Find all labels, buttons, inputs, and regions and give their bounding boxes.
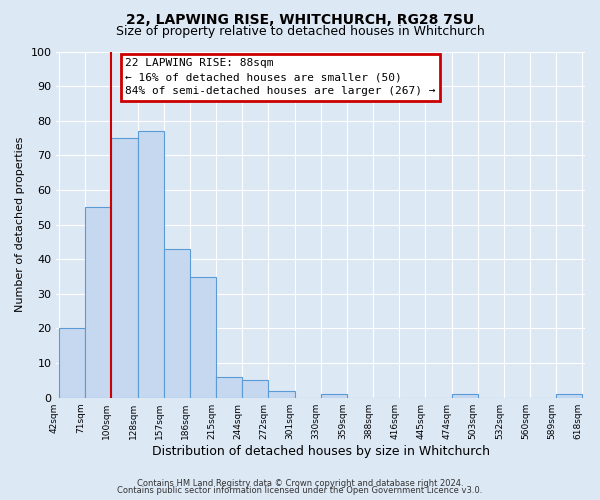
- Bar: [242, 380, 268, 398]
- Text: 22, LAPWING RISE, WHITCHURCH, RG28 7SU: 22, LAPWING RISE, WHITCHURCH, RG28 7SU: [126, 12, 474, 26]
- Bar: [321, 394, 347, 398]
- Text: Contains HM Land Registry data © Crown copyright and database right 2024.: Contains HM Land Registry data © Crown c…: [137, 478, 463, 488]
- Bar: [216, 377, 242, 398]
- Bar: [112, 138, 137, 398]
- Bar: [452, 394, 478, 398]
- Bar: [85, 208, 112, 398]
- Bar: [137, 131, 164, 398]
- Bar: [59, 328, 85, 398]
- X-axis label: Distribution of detached houses by size in Whitchurch: Distribution of detached houses by size …: [152, 444, 490, 458]
- Text: Contains public sector information licensed under the Open Government Licence v3: Contains public sector information licen…: [118, 486, 482, 495]
- Text: Size of property relative to detached houses in Whitchurch: Size of property relative to detached ho…: [116, 25, 484, 38]
- Bar: [268, 391, 295, 398]
- Bar: [556, 394, 583, 398]
- Text: 22 LAPWING RISE: 88sqm
← 16% of detached houses are smaller (50)
84% of semi-det: 22 LAPWING RISE: 88sqm ← 16% of detached…: [125, 58, 436, 96]
- Bar: [190, 276, 216, 398]
- Bar: [164, 249, 190, 398]
- Y-axis label: Number of detached properties: Number of detached properties: [15, 137, 25, 312]
